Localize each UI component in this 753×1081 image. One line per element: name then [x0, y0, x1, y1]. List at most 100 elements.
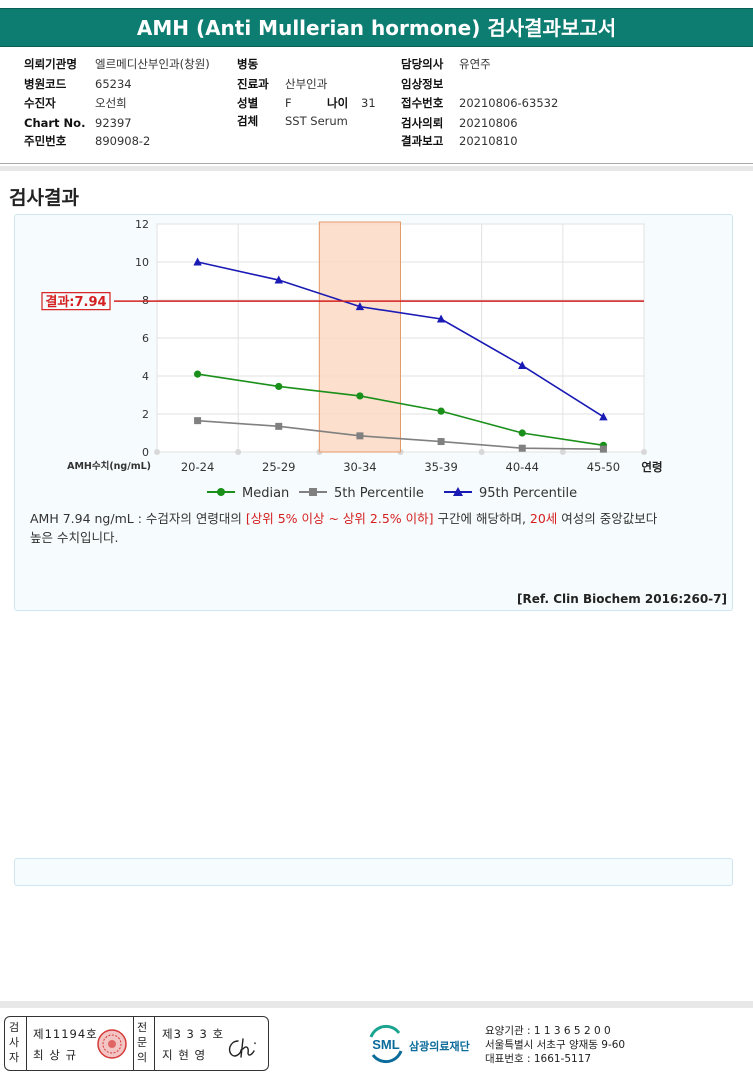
sml-logo-text: SML [372, 1037, 400, 1052]
series-line-95th-percentile [197, 261, 604, 418]
ssn-label: 주민번호 [24, 134, 67, 148]
tester-seal-icon [97, 1029, 127, 1059]
data-point-95th-percentile [599, 412, 608, 421]
result-label-box [41, 292, 111, 311]
amh-chart-svg: 024681012결과:7.9420-2425-2930-3435-3940-4… [41, 218, 663, 501]
x-axis-dot [478, 449, 485, 455]
request-label: 검사의뢰 [401, 116, 444, 130]
x-axis-dot [641, 449, 647, 455]
y-tick-label: 10 [135, 256, 149, 269]
data-point-median [356, 392, 364, 400]
x-tick-label: 25-29 [262, 460, 295, 474]
data-point-95th-percentile [518, 361, 527, 370]
hospital-label: 의뢰기관명 [24, 57, 77, 71]
dept-label: 진료과 [237, 77, 269, 91]
institution-address: 서울특별시 서초구 양재동 9-60 [485, 1039, 626, 1051]
data-point-5th-percentile [437, 438, 445, 446]
tester-label: 검사자 [8, 1020, 22, 1065]
y-axis-title: AMH수치(ng/mL) [67, 460, 151, 472]
interpretation-part2: 구간에 해당하며, [433, 511, 530, 526]
specimen-label: 검체 [237, 114, 259, 128]
institution-info: 요양기관 : 1 1 3 6 5 2 0 0 서울특별시 서초구 양재동 9-6… [485, 1024, 625, 1066]
tester-license: 제11194호 [33, 1027, 98, 1041]
data-point-95th-percentile [355, 302, 365, 311]
legend-marker [453, 487, 463, 496]
interpretation-part1: AMH 7.94 ng/mL : 수검자의 연령대의 [30, 511, 246, 526]
data-point-median [193, 370, 202, 378]
signature-box: 검사자 제11194호 최 상 규 전문의 제3 3 3 호 지 현 영 [4, 1016, 269, 1071]
doctor-value: 유연주 [459, 57, 491, 71]
sig-divider-1 [26, 1017, 27, 1070]
specimen-value: SST Serum [285, 114, 348, 128]
interpretation-text: AMH 7.94 ng/mL : 수검자의 연령대의 [상위 5% 이상 ~ 상… [30, 509, 752, 528]
sig-divider-3 [154, 1017, 155, 1070]
interpretation-line2: 높은 수치입니다. [30, 530, 119, 545]
data-point-median [518, 429, 526, 437]
institution-phone: 대표번호 : 1661-5117 [485, 1053, 592, 1065]
hospital-code-label: 병원코드 [24, 77, 67, 91]
data-point-median [437, 407, 445, 415]
interpretation-part3: 여성의 중앙값보다 [557, 511, 658, 526]
y-tick-label: 6 [142, 332, 149, 345]
institution-name: 삼광의료재단 [409, 1040, 470, 1053]
legend-label: Median [242, 486, 289, 501]
section-title: 검사결과 [9, 187, 79, 209]
data-point-5th-percentile [194, 417, 202, 425]
data-point-95th-percentile [193, 257, 202, 266]
institution-code: 요양기관 : 1 1 3 6 5 2 0 0 [485, 1025, 611, 1037]
result-label: 결과:7.94 [45, 294, 106, 310]
report-date-label: 결과보고 [401, 134, 444, 148]
reference-citation: [Ref. Clin Biochem 2016:260-7] [517, 592, 727, 606]
y-tick-label: 4 [142, 370, 149, 383]
interpretation-range: [상위 5% 이상 ~ 상위 2.5% 이하] [245, 511, 434, 526]
ssn-value: 890908-2 [95, 134, 151, 148]
report-header: AMH (Anti Mullerian hormone) 검사결과보고서 [0, 8, 753, 47]
section-divider [0, 166, 753, 171]
specialist-label-text: 전문의 [136, 1021, 148, 1064]
y-tick-label: 0 [142, 446, 149, 459]
tester-name: 최 상 규 [33, 1048, 78, 1062]
interpretation-age: 20세 [529, 511, 558, 526]
age-value: 31 [361, 96, 376, 110]
y-tick-label: 2 [142, 408, 149, 421]
dept-value: 산부인과 [285, 77, 328, 91]
comment-panel [14, 858, 733, 886]
tester-label-text: 검사자 [8, 1021, 20, 1064]
highlight-band-30-34 [318, 221, 402, 453]
data-point-5th-percentile [356, 432, 364, 440]
footer-divider [0, 1001, 753, 1008]
hospital-code-value: 65234 [95, 77, 132, 91]
x-tick-label: 30-34 [343, 460, 376, 474]
sml-logo-icon: SML [369, 1024, 403, 1064]
x-tick-label: 40-44 [506, 460, 539, 474]
signature-scribble-icon [228, 1038, 256, 1058]
report-date-value: 20210810 [459, 134, 518, 148]
x-axis-dot [559, 449, 566, 455]
data-point-5th-percentile [518, 444, 526, 452]
sig-divider-2 [133, 1017, 134, 1070]
chart-no-value: 92397 [95, 116, 132, 130]
amh-chart: 024681012결과:7.9420-2425-2930-3435-3940-4… [24, 214, 664, 506]
receipt-label: 접수번호 [401, 96, 444, 110]
specialist-name: 지 현 영 [162, 1048, 207, 1062]
sex-label: 성별 [237, 96, 259, 110]
legend-label: 5th Percentile [334, 486, 424, 501]
data-point-median [275, 382, 283, 391]
patient-value: 오선희 [95, 96, 127, 110]
clinical-label: 임상정보 [401, 77, 444, 91]
chart-no-label: Chart No. [24, 116, 86, 130]
series-line-5th-percentile [197, 419, 604, 450]
x-axis-dot [154, 449, 160, 455]
hospital-value: 엘르메디산부인과(창원) [95, 57, 210, 71]
age-label: 나이 [327, 96, 349, 110]
sex-value: F [285, 96, 292, 110]
report-title: AMH (Anti Mullerian hormone) 검사결과보고서 [136, 16, 617, 40]
legend-marker [217, 488, 225, 496]
legend-marker [309, 488, 317, 496]
x-tick-label: 35-39 [424, 460, 457, 474]
y-tick-label: 12 [135, 218, 149, 231]
x-axis-title: 연령 [641, 460, 662, 474]
specialist-label: 전문의 [136, 1020, 150, 1065]
x-tick-label: 20-24 [181, 460, 214, 474]
doctor-label: 담당의사 [401, 57, 444, 71]
